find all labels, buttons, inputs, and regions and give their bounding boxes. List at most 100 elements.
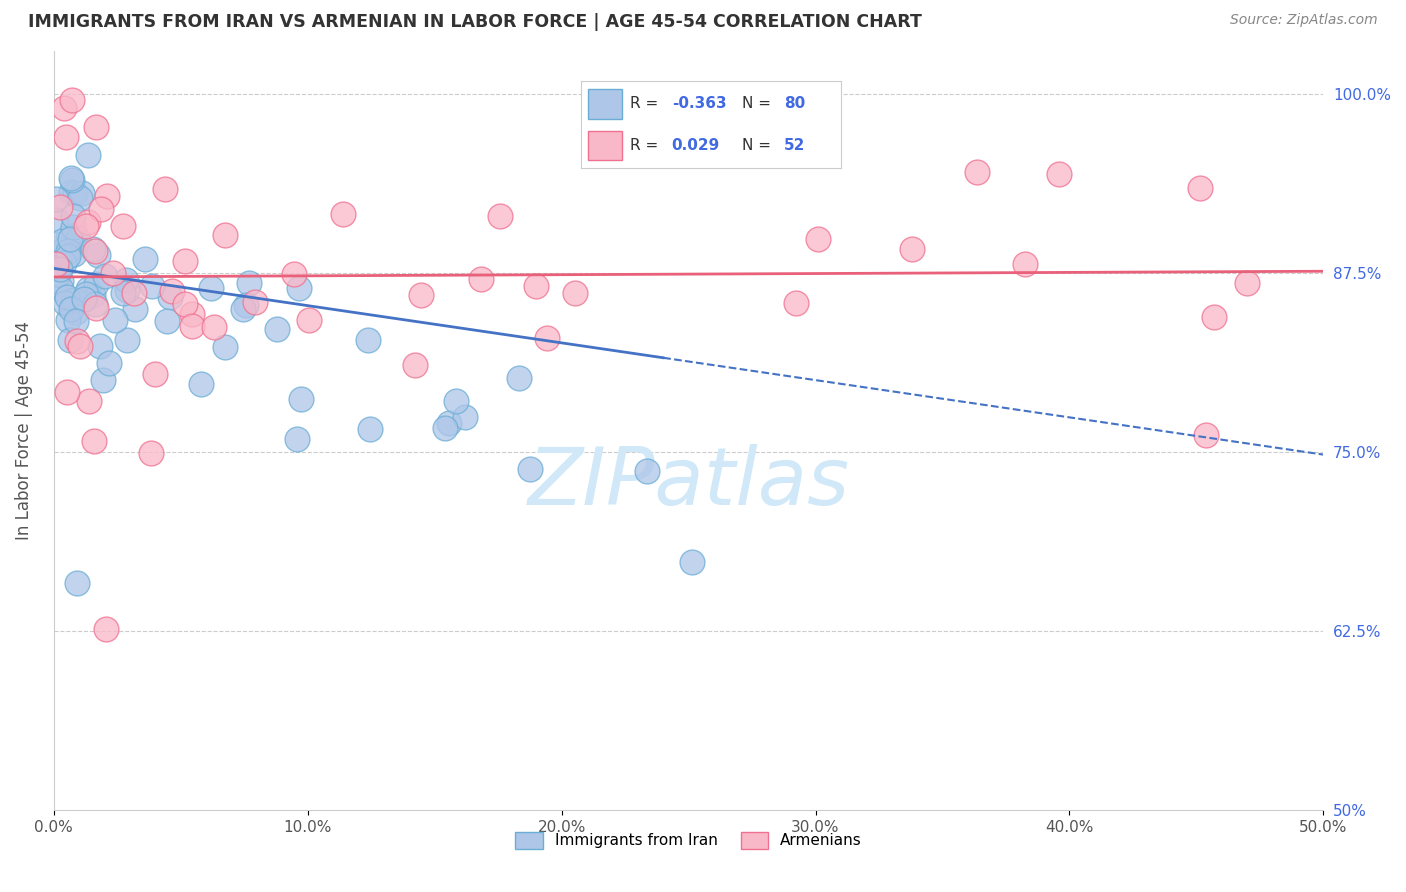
Point	[489, 209, 512, 223]
Point	[55, 385, 77, 400]
Point	[62, 219, 84, 234]
Point	[173, 296, 195, 310]
Point	[204, 320, 226, 334]
Point	[174, 254, 197, 268]
Point	[404, 358, 426, 372]
Point	[75, 219, 97, 233]
Point	[90, 202, 112, 216]
Point	[62, 210, 84, 224]
Point	[807, 232, 830, 246]
Point	[143, 368, 166, 382]
Point	[56, 244, 79, 259]
Point	[49, 200, 72, 214]
Point	[1189, 181, 1212, 195]
Point	[63, 186, 86, 200]
Point	[536, 331, 558, 345]
Point	[243, 294, 266, 309]
Point	[56, 249, 79, 263]
Point	[60, 93, 83, 107]
Point	[52, 101, 75, 115]
Point	[235, 298, 257, 312]
Point	[77, 393, 100, 408]
Point	[94, 623, 117, 637]
Point	[82, 288, 104, 302]
Point	[67, 232, 90, 246]
Point	[65, 314, 87, 328]
Point	[1014, 257, 1036, 271]
Point	[519, 462, 541, 476]
Point	[59, 301, 82, 316]
Point	[266, 322, 288, 336]
Point	[94, 269, 117, 284]
Point	[98, 356, 121, 370]
Point	[1195, 428, 1218, 442]
Point	[238, 276, 260, 290]
Point	[96, 189, 118, 203]
Point	[84, 120, 107, 135]
Point	[49, 282, 72, 296]
Point	[82, 242, 104, 256]
Point	[162, 285, 184, 299]
Point	[524, 278, 547, 293]
Point	[564, 286, 586, 301]
Point	[285, 433, 308, 447]
Point	[84, 277, 107, 291]
Point	[134, 252, 156, 266]
Point	[290, 392, 312, 407]
Point	[52, 256, 75, 270]
Point	[141, 278, 163, 293]
Point	[111, 219, 134, 233]
Point	[901, 242, 924, 256]
Point	[124, 301, 146, 316]
Point	[55, 129, 77, 144]
Point	[59, 231, 82, 245]
Point	[470, 272, 492, 286]
Point	[1204, 310, 1226, 324]
Point	[287, 281, 309, 295]
Point	[53, 242, 76, 256]
Point	[69, 339, 91, 353]
Text: Source: ZipAtlas.com: Source: ZipAtlas.com	[1230, 13, 1378, 28]
Point	[454, 409, 477, 424]
Point	[76, 148, 98, 162]
Point	[49, 274, 72, 288]
Point	[60, 299, 83, 313]
Point	[45, 278, 67, 293]
Point	[411, 288, 433, 302]
Text: ZIPatlas: ZIPatlas	[527, 444, 849, 523]
Point	[444, 394, 467, 409]
Point	[283, 267, 305, 281]
Point	[159, 289, 181, 303]
Point	[214, 340, 236, 354]
Point	[1236, 276, 1258, 290]
Point	[122, 286, 145, 301]
Point	[115, 333, 138, 347]
Point	[69, 191, 91, 205]
Point	[966, 165, 988, 179]
Point	[53, 295, 76, 310]
Point	[181, 308, 204, 322]
Point	[190, 377, 212, 392]
Point	[45, 257, 67, 271]
Point	[87, 248, 110, 262]
Point	[141, 446, 163, 460]
Point	[66, 334, 89, 349]
Point	[153, 182, 176, 196]
Point	[1049, 167, 1071, 181]
Point	[115, 272, 138, 286]
Point	[636, 464, 658, 478]
Point	[115, 284, 138, 298]
Point	[63, 227, 86, 242]
Point	[45, 274, 67, 288]
Point	[46, 267, 69, 281]
Point	[45, 213, 67, 227]
Point	[51, 234, 73, 248]
Point	[84, 297, 107, 311]
Point	[58, 230, 80, 244]
Point	[60, 173, 83, 187]
Point	[56, 312, 79, 326]
Point	[52, 246, 75, 260]
Point	[89, 339, 111, 353]
Point	[214, 228, 236, 243]
Legend: Immigrants from Iran, Armenians: Immigrants from Iran, Armenians	[509, 825, 868, 855]
